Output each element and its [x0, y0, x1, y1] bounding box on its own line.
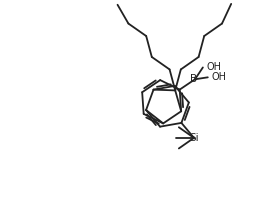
Text: OH: OH [212, 72, 227, 82]
Text: B: B [191, 74, 197, 84]
Text: Si: Si [189, 133, 199, 143]
Text: OH: OH [207, 62, 222, 73]
